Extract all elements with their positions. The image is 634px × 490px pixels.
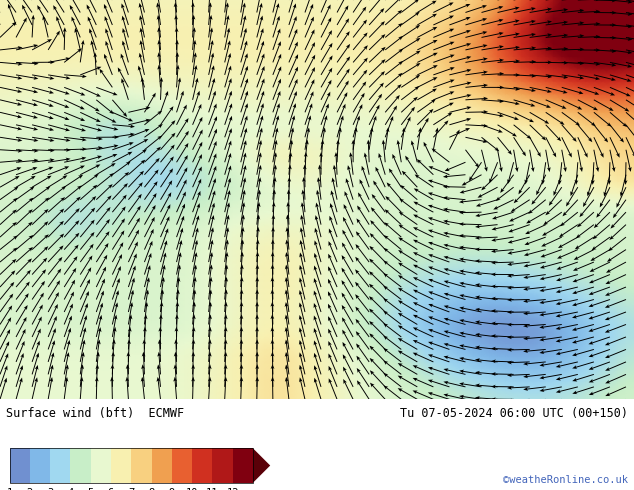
Bar bbox=[212, 448, 233, 483]
Text: 2: 2 bbox=[27, 488, 33, 490]
Bar bbox=[30, 448, 50, 483]
Text: 4: 4 bbox=[67, 488, 74, 490]
Bar bbox=[233, 448, 253, 483]
Text: 3: 3 bbox=[47, 488, 53, 490]
Bar bbox=[70, 448, 91, 483]
Text: 7: 7 bbox=[128, 488, 134, 490]
Text: 12: 12 bbox=[226, 488, 239, 490]
Bar bbox=[50, 448, 70, 483]
Bar bbox=[172, 448, 192, 483]
Text: 5: 5 bbox=[87, 488, 94, 490]
Text: Tu 07-05-2024 06:00 UTC (00+150): Tu 07-05-2024 06:00 UTC (00+150) bbox=[399, 407, 628, 419]
Text: 6: 6 bbox=[108, 488, 114, 490]
Text: 10: 10 bbox=[186, 488, 198, 490]
Text: 1: 1 bbox=[6, 488, 13, 490]
Text: 11: 11 bbox=[206, 488, 219, 490]
Bar bbox=[10, 448, 30, 483]
Text: 9: 9 bbox=[169, 488, 175, 490]
Bar bbox=[192, 448, 212, 483]
FancyArrow shape bbox=[253, 448, 270, 483]
Text: 8: 8 bbox=[148, 488, 155, 490]
Text: ©weatheRonline.co.uk: ©weatheRonline.co.uk bbox=[503, 475, 628, 486]
Bar bbox=[152, 448, 172, 483]
Text: Surface wind (bft)  ECMWF: Surface wind (bft) ECMWF bbox=[6, 407, 184, 419]
Bar bbox=[131, 448, 152, 483]
Bar bbox=[10, 448, 253, 483]
Bar bbox=[111, 448, 131, 483]
Bar bbox=[91, 448, 111, 483]
